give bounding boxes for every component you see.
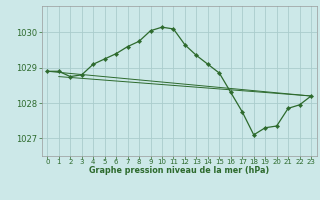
X-axis label: Graphe pression niveau de la mer (hPa): Graphe pression niveau de la mer (hPa) xyxy=(89,166,269,175)
